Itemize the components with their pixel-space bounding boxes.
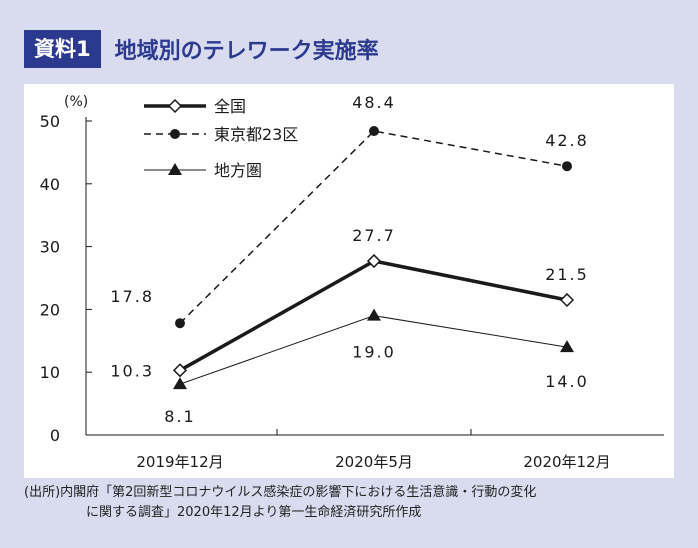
legend-label-series-national: 全国 bbox=[214, 97, 246, 116]
source-line-2: に関する調査」2020年12月より第一生命経済研究所作成 bbox=[86, 505, 422, 520]
legend-marker-series-national bbox=[167, 98, 183, 114]
x-tick-label: 2020年12月 bbox=[523, 453, 610, 471]
series-tokyo-23-wards-point bbox=[175, 318, 185, 329]
series-national-data-label: 10.3 bbox=[110, 361, 154, 380]
x-tick-label: 2019年12月 bbox=[136, 453, 223, 471]
y-tick-label: 0 bbox=[50, 426, 60, 445]
series-regional-data-label: 14.0 bbox=[545, 372, 589, 391]
figure-number-badge: 資料1 bbox=[24, 30, 101, 68]
x-tick-label: 2020年5月 bbox=[335, 453, 413, 471]
legend-label-series-regional: 地方圏 bbox=[214, 161, 262, 180]
series-regional-point bbox=[367, 308, 381, 321]
series-national-point bbox=[366, 253, 382, 269]
y-tick-label: 30 bbox=[40, 238, 60, 257]
y-tick-label: 50 bbox=[40, 112, 60, 131]
series-tokyo-23-wards-data-label: 48.4 bbox=[352, 93, 396, 112]
series-national-data-label: 27.7 bbox=[352, 226, 396, 245]
series-regional-point bbox=[560, 340, 574, 353]
legend-marker-series-tokyo-23-wards bbox=[170, 129, 180, 139]
series-national-data-label: 21.5 bbox=[545, 265, 589, 284]
legend-marker-series-regional bbox=[168, 163, 182, 175]
line-chart: 0 10 20 30 40 50(%) 2019年12月 2020年5月 2020年12月 10.… bbox=[40, 93, 664, 471]
series-tokyo-23-wards-point bbox=[369, 126, 379, 137]
series-national-point bbox=[172, 363, 188, 378]
series-tokyo-23-wards-data-label: 17.8 bbox=[110, 287, 154, 306]
series-regional-data-label: 8.1 bbox=[164, 407, 195, 426]
chart-title: 地域別のテレワーク実施率 bbox=[114, 39, 379, 64]
y-tick-label: 40 bbox=[40, 175, 60, 194]
y-tick-label: 10 bbox=[40, 363, 60, 382]
legend-label-series-tokyo-23-wards: 東京都23区 bbox=[214, 125, 298, 144]
header: 資料1 地域別のテレワーク実施率 bbox=[24, 30, 379, 68]
series-regional-point bbox=[173, 377, 187, 390]
source-line-1: (出所)内閣府「第2回新型コロナウイルス感染症の影響下における生活意識・行動の変… bbox=[24, 485, 537, 500]
y-unit-label: (%) bbox=[64, 94, 88, 110]
series-tokyo-23-wards-point bbox=[562, 161, 572, 172]
source-note: (出所)内閣府「第2回新型コロナウイルス感染症の影響下における生活意識・行動の変… bbox=[24, 483, 674, 523]
series-national-point bbox=[559, 292, 575, 308]
series-regional-data-label: 19.0 bbox=[352, 343, 396, 362]
series-tokyo-23-wards-data-label: 42.8 bbox=[545, 131, 589, 150]
chart-panel: 0 10 20 30 40 50 (%) 2019年12月 2020年5月 2020年12月 10.… bbox=[24, 84, 674, 478]
y-tick-label: 20 bbox=[40, 300, 60, 319]
